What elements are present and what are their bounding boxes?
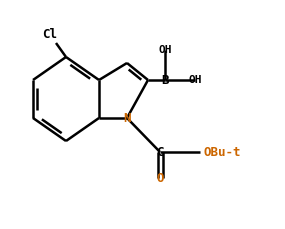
- Text: OH: OH: [188, 75, 202, 85]
- Text: C: C: [156, 145, 164, 158]
- Text: Cl: Cl: [42, 28, 58, 41]
- Text: O: O: [156, 172, 164, 185]
- Text: B: B: [161, 74, 169, 87]
- Text: OBu-t: OBu-t: [203, 145, 241, 158]
- Text: N: N: [123, 112, 131, 125]
- Text: OH: OH: [158, 45, 172, 55]
